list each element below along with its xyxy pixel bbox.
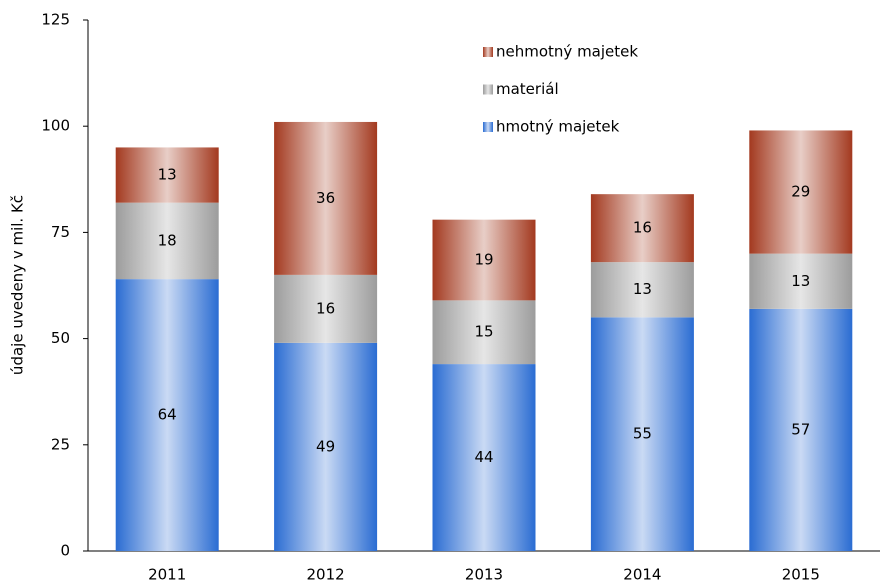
data-label: 16 [316, 299, 335, 317]
bar-segment [749, 308, 853, 551]
bar-segment [590, 262, 694, 318]
x-tick-label: 2012 [307, 566, 345, 584]
bar-segment [590, 317, 694, 551]
data-label: 55 [633, 425, 652, 443]
data-label: 13 [158, 166, 177, 184]
y-tick-label: 125 [41, 11, 70, 29]
bar-segment [749, 130, 853, 254]
data-label: 36 [316, 189, 335, 207]
data-label: 44 [474, 448, 493, 466]
data-label: 49 [316, 437, 335, 455]
data-label: 15 [474, 323, 493, 341]
data-label: 64 [158, 406, 177, 424]
y-tick-label: 25 [51, 435, 70, 453]
legend-swatch [483, 47, 493, 57]
legend-label: hmotný majetek [496, 118, 620, 136]
y-tick-label: 100 [41, 117, 70, 135]
bar-segment [274, 121, 378, 275]
data-label: 13 [791, 272, 810, 290]
legend-label: materiál [496, 80, 559, 98]
bar-segment [432, 300, 536, 365]
x-tick-label: 2011 [148, 566, 186, 584]
data-label: 19 [474, 251, 493, 269]
x-tick-label: 2013 [465, 566, 503, 584]
data-label: 57 [791, 420, 810, 438]
bar-segment [432, 219, 536, 301]
bar-segment [115, 147, 219, 203]
bar-segment [432, 364, 536, 551]
data-label: 13 [633, 280, 652, 298]
bar-segment [115, 202, 219, 280]
data-label: 16 [633, 219, 652, 237]
bar-segment [274, 342, 378, 551]
y-axis-label: údaje uvedeny v mil. Kč [9, 195, 27, 375]
y-tick-label: 0 [60, 542, 70, 560]
legend-label: nehmotný majetek [496, 43, 638, 61]
x-tick-label: 2015 [782, 566, 820, 584]
data-label: 18 [158, 231, 177, 249]
y-tick-label: 75 [51, 223, 70, 241]
legend-swatch [483, 122, 493, 132]
legend-swatch [483, 84, 493, 95]
y-tick-label: 50 [51, 329, 70, 347]
bar-segment [749, 253, 853, 309]
data-label: 29 [791, 183, 810, 201]
x-tick-label: 2014 [623, 566, 661, 584]
bar-segment [115, 279, 219, 551]
bar-segment [274, 274, 378, 343]
bar-segment [590, 194, 694, 263]
